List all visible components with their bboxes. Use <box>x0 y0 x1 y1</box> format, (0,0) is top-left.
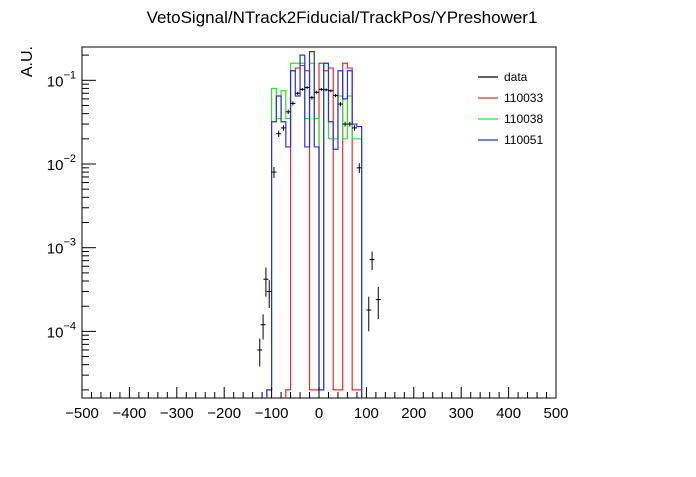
series-line-110051 <box>266 51 363 398</box>
data-point <box>347 121 353 127</box>
data-point <box>342 121 348 127</box>
data-point <box>328 89 334 93</box>
data-point <box>318 87 324 91</box>
data-point <box>271 167 277 179</box>
data-point <box>352 125 358 131</box>
x-tick-label: 400 <box>496 405 521 422</box>
data-point <box>309 95 315 100</box>
y-tick-label: 10−4 <box>47 320 76 341</box>
x-tick-label: 100 <box>354 405 379 422</box>
legend-label: 110033 <box>504 91 543 105</box>
chart-title: VetoSignal/NTrack2Fiducial/TrackPos/YPre… <box>147 8 538 27</box>
data-point <box>280 125 286 131</box>
y-tick-label: 10−3 <box>47 237 76 258</box>
data-point <box>263 267 269 297</box>
data-point <box>285 109 291 115</box>
legend-entry: 110033 <box>478 91 543 105</box>
data-point <box>260 314 266 340</box>
x-tick-label: 200 <box>401 405 426 422</box>
data-point <box>366 296 372 332</box>
legend: data 110033 110038 110051 <box>478 70 543 147</box>
x-tick-label: −100 <box>255 405 289 422</box>
x-tick-label: 300 <box>449 405 474 422</box>
data-point <box>375 286 381 320</box>
legend-entry: data <box>478 70 528 84</box>
x-tick-label: 0 <box>315 405 323 422</box>
legend-entry: 110038 <box>478 112 543 126</box>
data-point <box>333 93 339 98</box>
data-point <box>257 338 263 367</box>
data-point <box>304 86 310 89</box>
data-point <box>369 251 375 271</box>
legend-label: 110038 <box>504 112 543 126</box>
x-tick-label: −300 <box>160 405 194 422</box>
axes-layer: −500 −400 −300 −200 −100 0 100 200 300 400 500 10−1… <box>47 54 569 422</box>
data-point <box>337 102 343 107</box>
x-tick-label: −500 <box>65 405 99 422</box>
y-axis-label: A.U. <box>19 46 36 77</box>
data-point <box>266 280 272 309</box>
x-tick-label: −400 <box>113 405 147 422</box>
series-layer <box>257 51 381 398</box>
y-tick-label: 10−1 <box>47 69 76 90</box>
data-point <box>295 91 301 95</box>
y-tick-label: 10−2 <box>47 153 76 174</box>
data-point <box>356 163 362 174</box>
x-tick-label: 500 <box>543 405 568 422</box>
data-point <box>323 88 329 92</box>
legend-label: 110051 <box>504 133 543 147</box>
data-point <box>314 90 320 94</box>
x-tick-label: −200 <box>207 405 241 422</box>
legend-entry: 110051 <box>478 133 543 147</box>
data-point <box>290 101 296 106</box>
data-point <box>276 130 282 138</box>
legend-label: data <box>504 70 528 84</box>
data-point <box>299 87 305 91</box>
